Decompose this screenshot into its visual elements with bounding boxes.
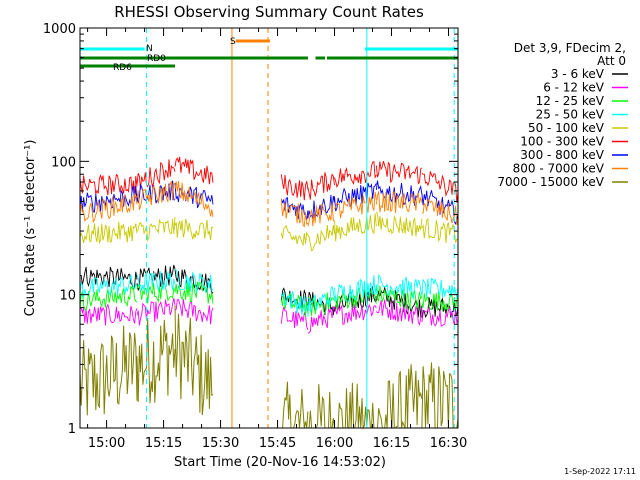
series-layer — [79, 156, 459, 430]
x-tick-label-6: 16:15 — [373, 436, 410, 451]
plot-frame — [79, 27, 459, 429]
y-tick-label-3: 100 — [51, 155, 76, 170]
y-axis-label: Count Rate (s⁻¹ detector⁻¹) — [23, 140, 38, 317]
legend-label-7: 300 - 800 keV — [520, 148, 604, 162]
series-300-800-kev — [79, 180, 459, 225]
series-50-100-kev — [79, 211, 459, 252]
flag-label-rd6: RD6 — [113, 63, 132, 73]
legend-header-1: Det 3,9, FDecim 2, — [514, 41, 626, 55]
x-axis: 15:00 15:15 15:30 15:45 16:00 16:15 16:30 — [87, 28, 467, 451]
x-tick-label-2: 15:15 — [145, 436, 182, 451]
flag-label-s: S — [230, 37, 236, 47]
chart-title: RHESSI Observing Summary Count Rates — [114, 3, 424, 21]
legend-label-5: 50 - 100 keV — [528, 121, 605, 135]
flag-label-n: N — [146, 44, 153, 54]
y-tick-label-1: 1 — [68, 422, 76, 437]
footer-timestamp: 1-Sep-2022 17:11 — [564, 467, 636, 476]
y-tick-label-2: 10 — [59, 289, 76, 304]
flag-label-rd0: RD0 — [147, 54, 166, 64]
y-axis: 1 10 100 1000 — [43, 22, 458, 437]
x-tick-label-5: 16:00 — [316, 436, 353, 451]
series-25-50-kev — [79, 269, 459, 317]
vertical-markers — [145, 28, 455, 428]
x-tick-label-4: 15:45 — [259, 436, 296, 451]
legend-label-2: 6 - 12 keV — [543, 81, 605, 95]
series-800-7000-kev — [79, 180, 459, 228]
legend-label-9: 7000 - 15000 keV — [497, 175, 604, 189]
legend-label-3: 12 - 25 keV — [536, 94, 605, 108]
x-tick-label-1: 15:00 — [88, 436, 125, 451]
series-7000-15000-kev — [79, 305, 459, 430]
legend-header-2: Att 0 — [597, 54, 626, 68]
legend-label-4: 25 - 50 keV — [536, 108, 605, 122]
x-tick-label-3: 15:30 — [202, 436, 239, 451]
y-tick-label-4: 1000 — [43, 22, 76, 37]
series-12-25-kev — [79, 281, 459, 317]
x-axis-label: Start Time (20-Nov-16 14:53:02) — [174, 455, 386, 470]
series-6-12-kev — [79, 298, 459, 334]
x-tick-label-7: 16:30 — [430, 436, 467, 451]
legend-label-6: 100 - 300 keV — [520, 135, 604, 149]
series-100-300-kev — [79, 156, 459, 203]
legend-label-1: 3 - 6 keV — [551, 67, 605, 81]
legend-label-8: 800 - 7000 keV — [513, 162, 605, 176]
